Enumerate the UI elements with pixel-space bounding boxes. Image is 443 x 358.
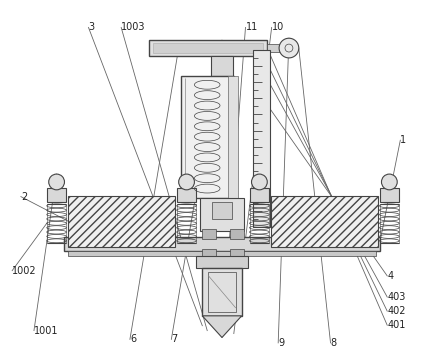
Text: 6: 6 <box>130 334 136 344</box>
Bar <box>380 188 399 202</box>
Bar <box>230 249 244 257</box>
Circle shape <box>252 174 267 190</box>
Text: 402: 402 <box>387 306 406 316</box>
Bar <box>196 256 248 267</box>
Bar <box>202 229 216 239</box>
Bar <box>249 188 269 202</box>
Text: 2: 2 <box>21 192 27 202</box>
Text: 1003: 1003 <box>121 23 146 33</box>
Circle shape <box>179 174 194 190</box>
Text: 1002: 1002 <box>12 266 37 276</box>
Bar <box>68 196 175 247</box>
Circle shape <box>279 38 299 58</box>
Bar <box>267 44 289 52</box>
Text: 1: 1 <box>400 135 406 145</box>
Bar <box>380 204 399 243</box>
Circle shape <box>381 174 397 190</box>
Text: 4: 4 <box>387 271 393 281</box>
Text: 401: 401 <box>387 320 406 330</box>
Text: 3: 3 <box>89 23 95 33</box>
Circle shape <box>49 174 65 190</box>
Text: 10: 10 <box>272 23 284 33</box>
Bar <box>181 76 234 198</box>
Text: 11: 11 <box>245 23 258 33</box>
Text: 403: 403 <box>387 292 406 302</box>
Bar <box>230 229 244 239</box>
Bar <box>153 43 263 53</box>
Bar <box>271 196 377 247</box>
Bar <box>177 188 196 202</box>
Bar <box>47 204 66 243</box>
Bar <box>202 267 242 316</box>
Bar <box>68 251 376 256</box>
Bar <box>200 198 244 231</box>
Bar <box>253 50 270 227</box>
Bar <box>212 202 232 219</box>
Bar <box>228 76 238 198</box>
Bar <box>202 249 216 257</box>
Bar <box>249 204 269 243</box>
Bar <box>177 204 196 243</box>
Polygon shape <box>202 316 242 338</box>
Bar <box>211 56 233 76</box>
Bar <box>149 40 267 56</box>
Text: 1001: 1001 <box>34 325 58 335</box>
Bar <box>65 237 380 251</box>
Text: 7: 7 <box>171 334 178 344</box>
Text: 9: 9 <box>278 338 284 348</box>
Bar <box>47 188 66 202</box>
Bar <box>208 271 236 312</box>
Text: 8: 8 <box>330 338 337 348</box>
